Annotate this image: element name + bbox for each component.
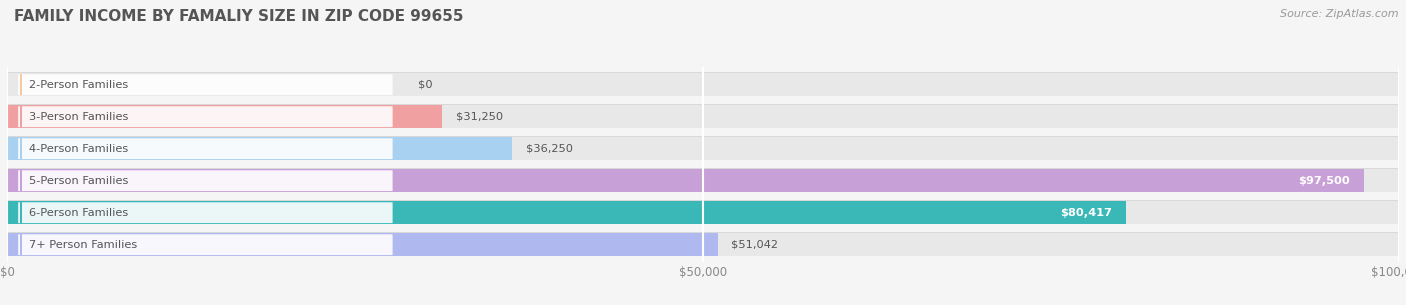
Bar xyxy=(7,169,1399,192)
Text: 7+ Person Families: 7+ Person Families xyxy=(30,240,138,250)
Text: FAMILY INCOME BY FAMALIY SIZE IN ZIP CODE 99655: FAMILY INCOME BY FAMALIY SIZE IN ZIP COD… xyxy=(14,9,464,24)
Bar xyxy=(7,137,1399,160)
FancyBboxPatch shape xyxy=(18,170,392,191)
Text: $0: $0 xyxy=(418,80,432,90)
Bar xyxy=(7,105,441,128)
Text: $80,417: $80,417 xyxy=(1060,208,1112,218)
Text: 2-Person Families: 2-Person Families xyxy=(30,80,128,90)
Text: $31,250: $31,250 xyxy=(456,112,503,122)
Text: $97,500: $97,500 xyxy=(1299,176,1350,186)
FancyBboxPatch shape xyxy=(18,74,392,95)
FancyBboxPatch shape xyxy=(18,234,392,255)
Bar xyxy=(7,201,1399,224)
FancyBboxPatch shape xyxy=(18,138,392,159)
Text: 6-Person Families: 6-Person Families xyxy=(30,208,128,218)
Bar xyxy=(7,73,1399,96)
Text: 4-Person Families: 4-Person Families xyxy=(30,144,128,154)
Bar xyxy=(7,105,1399,128)
Bar xyxy=(7,201,1126,224)
Bar xyxy=(7,233,1399,256)
FancyBboxPatch shape xyxy=(18,202,392,223)
Text: 5-Person Families: 5-Person Families xyxy=(30,176,129,186)
Bar xyxy=(7,233,717,256)
Bar xyxy=(7,137,512,160)
Text: $36,250: $36,250 xyxy=(526,144,572,154)
Text: 3-Person Families: 3-Person Families xyxy=(30,112,129,122)
Bar xyxy=(7,169,1364,192)
Text: Source: ZipAtlas.com: Source: ZipAtlas.com xyxy=(1281,9,1399,19)
FancyBboxPatch shape xyxy=(18,106,392,127)
Text: $51,042: $51,042 xyxy=(731,240,779,250)
